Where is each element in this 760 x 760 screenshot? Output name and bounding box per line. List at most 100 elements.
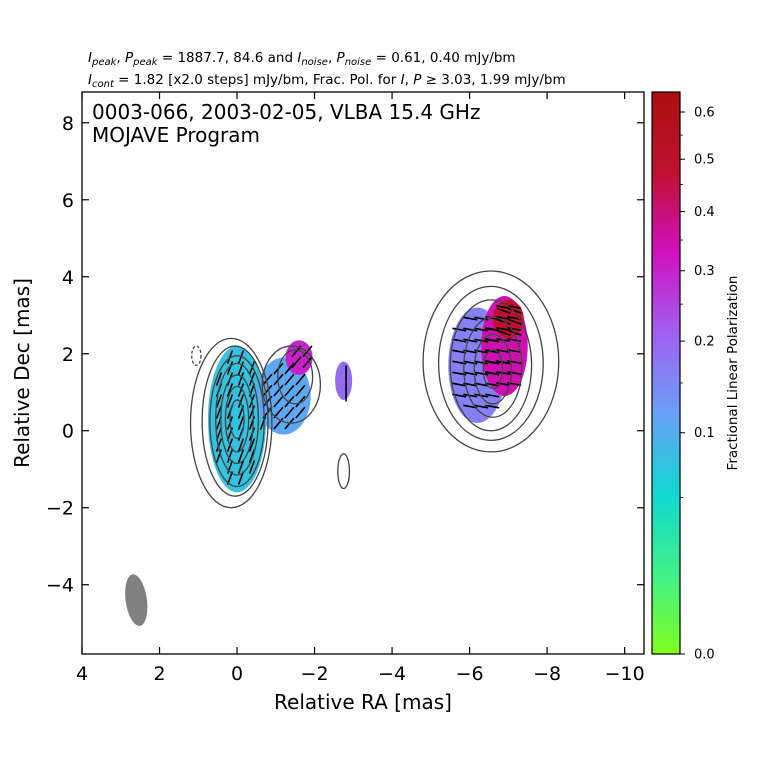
evpa-tick: [226, 361, 234, 375]
evpa-tick: [237, 438, 245, 452]
evpa-tick: [474, 382, 489, 387]
evpa-tick: [496, 318, 511, 326]
evpa-tick: [474, 404, 489, 409]
x-axis-title: Relative RA [mas]: [274, 690, 452, 714]
evpa-tick: [295, 395, 306, 408]
colorbar-tick-label: 0.2: [694, 335, 715, 350]
evpa-tick: [485, 404, 500, 409]
evpa-tick: [226, 460, 234, 474]
evpa-tick: [452, 327, 467, 332]
contour-9: [449, 299, 533, 432]
x-tick-label: −4: [378, 663, 406, 685]
contour-layer: [189, 270, 560, 509]
evpa-tick: [485, 393, 500, 398]
colorbar-tick-label: 0.1: [694, 426, 715, 441]
x-tick-label: −2: [301, 663, 329, 685]
contour-0: [189, 337, 273, 509]
contour-2: [209, 355, 265, 488]
evpa-tick: [485, 327, 500, 332]
evpa-tick: [507, 327, 522, 332]
contour-11: [473, 333, 513, 405]
colorbar-ticks: 0.0 0.1 0.2 0.3 0.4 0.5 0.6: [680, 106, 715, 663]
evpa-tick: [248, 460, 256, 474]
evpa-tick: [507, 349, 522, 354]
colorbar-tick-label: 0.4: [694, 205, 715, 220]
evpa-tick: [474, 338, 489, 343]
x-tick-label: −10: [605, 663, 645, 685]
evpa-tick: [507, 318, 522, 326]
plot-frame: [81, 91, 645, 655]
y-tick-label: 6: [62, 190, 74, 212]
x-tick-label: 2: [153, 663, 165, 685]
beam-ellipse: [125, 574, 148, 626]
evpa-tick: [452, 338, 467, 343]
evpa-tick: [485, 316, 500, 321]
contour-15: [337, 453, 351, 490]
contour-1: [201, 345, 269, 497]
evpa-tick: [485, 382, 500, 387]
x-tick-label: −8: [533, 663, 561, 685]
evpa-tick: [291, 356, 302, 369]
evpa-tick: [226, 449, 234, 463]
colorbar-tick-label: 0.0: [694, 648, 715, 663]
header-line-2: Icont = 1.82 [x2.0 steps] mJy/bm, Frac. …: [88, 72, 566, 90]
evpa-tick: [463, 316, 478, 321]
evpa-tick: [237, 361, 245, 375]
contour-10: [463, 316, 523, 418]
evpa-tick: [284, 395, 295, 408]
evpa-tick: [295, 373, 306, 386]
map-title-line-2: MOJAVE Program: [92, 123, 260, 147]
evpa-tick: [295, 384, 306, 397]
evpa-tick: [496, 307, 511, 315]
evpa-tick: [284, 406, 295, 419]
evpa-tick: [474, 360, 489, 365]
evpa-tick: [262, 373, 273, 386]
evpa-tick: [507, 307, 522, 315]
x-tick-label: −6: [456, 663, 484, 685]
contour-5: [224, 385, 250, 453]
evpa-tick: [302, 356, 313, 369]
map-title-line-1: 0003-066, 2003-02-05, VLBA 15.4 GHz: [92, 100, 480, 124]
contour-8: [437, 285, 544, 442]
evpa-tick: [485, 360, 500, 365]
evpa-tick: [237, 372, 245, 386]
y-tick-label: 0: [62, 421, 74, 443]
evpa-tick: [485, 371, 500, 376]
contour-7: [422, 270, 560, 453]
evpa-tick: [474, 371, 489, 376]
polarization-patch-0: [207, 346, 267, 493]
evpa-tick: [237, 350, 245, 364]
evpa-tick: [463, 327, 478, 332]
evpa-tick: [284, 362, 295, 375]
axis-ticks: 4 2 0 −2 −4 −6 −8 −10 −4 −2 0 2 4 6 8: [46, 92, 645, 685]
evpa-tick: [474, 316, 489, 321]
evpa-tick: [273, 395, 284, 408]
polarization-patch-3: [335, 361, 353, 400]
y-tick-label: −4: [46, 575, 74, 597]
x-tick-label: 4: [76, 663, 88, 685]
evpa-tick: [215, 372, 223, 386]
evpa-tick: [262, 384, 273, 397]
contour-13: [261, 345, 322, 424]
evpa-tick: [452, 382, 467, 387]
evpa-tick: [496, 371, 511, 376]
header-line-1: Ipeak, Ppeak = 1887.7, 84.6 and Inoise, …: [88, 50, 516, 68]
evpa-tick: [215, 394, 223, 408]
y-tick-label: 8: [62, 113, 74, 135]
y-axis-title: Relative Dec [mas]: [10, 278, 34, 468]
evpa-tick: [485, 338, 500, 343]
evpa-tick: [496, 382, 511, 387]
evpa-tick: [295, 406, 306, 419]
evpa-tick: [215, 405, 223, 419]
evpa-tick: [463, 338, 478, 343]
evpa-tick: [248, 361, 256, 375]
evpa-tick: [463, 393, 478, 398]
evpa-tick: [496, 329, 511, 337]
evpa-tick: [496, 327, 511, 332]
evpa-tick: [273, 417, 284, 430]
colorbar-title: Fractional Linear Polarization: [725, 276, 741, 471]
evpa-tick: [507, 329, 522, 337]
colorbar-tick-label: 0.6: [694, 106, 715, 121]
evpa-tick: [507, 360, 522, 365]
